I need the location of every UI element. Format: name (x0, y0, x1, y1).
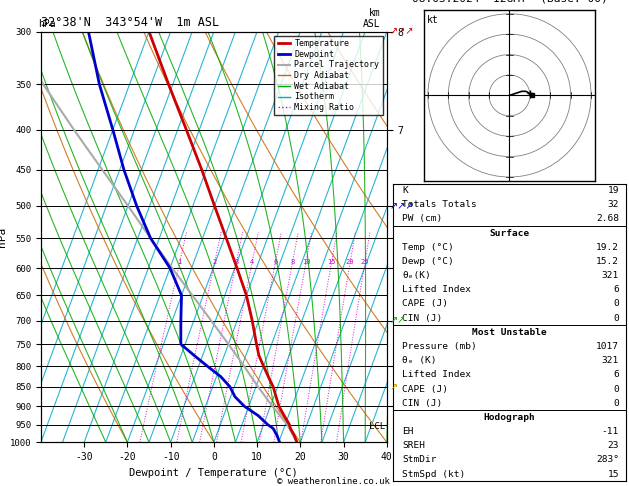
Text: 23: 23 (608, 441, 619, 450)
Text: 283°: 283° (596, 455, 619, 465)
Text: CIN (J): CIN (J) (403, 399, 443, 408)
Text: θₑ(K): θₑ(K) (403, 271, 431, 280)
Text: Lifted Index: Lifted Index (403, 370, 471, 380)
Text: 8: 8 (291, 260, 294, 265)
Text: Totals Totals: Totals Totals (403, 200, 477, 209)
Text: 6: 6 (613, 370, 619, 380)
Text: 1: 1 (177, 260, 182, 265)
Text: 3: 3 (234, 260, 238, 265)
Text: 6: 6 (273, 260, 277, 265)
Text: SREH: SREH (403, 441, 425, 450)
Text: km
ASL: km ASL (363, 8, 381, 29)
Text: ↗↗↗: ↗↗↗ (390, 27, 415, 36)
Text: Dewp (°C): Dewp (°C) (403, 257, 454, 266)
Text: 32°38'N  343°54'W  1m ASL: 32°38'N 343°54'W 1m ASL (41, 16, 219, 29)
Y-axis label: hPa: hPa (0, 227, 7, 247)
Text: Most Unstable: Most Unstable (472, 328, 547, 337)
Text: 25: 25 (360, 260, 369, 265)
Text: © weatheronline.co.uk: © weatheronline.co.uk (277, 477, 390, 486)
Text: EH: EH (403, 427, 414, 436)
Text: 32: 32 (608, 200, 619, 209)
Text: 10: 10 (302, 260, 310, 265)
Text: Lifted Index: Lifted Index (403, 285, 471, 295)
Text: 15: 15 (608, 469, 619, 479)
Text: K: K (403, 186, 408, 195)
Text: 2.68: 2.68 (596, 214, 619, 224)
Text: 4: 4 (250, 260, 254, 265)
Text: ↗↗↗: ↗↗↗ (390, 201, 415, 211)
Text: 321: 321 (601, 271, 619, 280)
Text: Pressure (mb): Pressure (mb) (403, 342, 477, 351)
Text: 19: 19 (608, 186, 619, 195)
Text: Temp (°C): Temp (°C) (403, 243, 454, 252)
Text: StmSpd (kt): StmSpd (kt) (403, 469, 465, 479)
Text: 2: 2 (213, 260, 217, 265)
Text: 20: 20 (346, 260, 354, 265)
Text: PW (cm): PW (cm) (403, 214, 443, 224)
Text: 15.2: 15.2 (596, 257, 619, 266)
Text: kt: kt (427, 15, 439, 25)
Text: 321: 321 (601, 356, 619, 365)
Text: 0: 0 (613, 313, 619, 323)
Text: -11: -11 (601, 427, 619, 436)
Text: hPa: hPa (38, 19, 55, 29)
Text: ↗: ↗ (390, 382, 398, 392)
X-axis label: Dewpoint / Temperature (°C): Dewpoint / Temperature (°C) (130, 468, 298, 478)
Text: 0: 0 (613, 299, 619, 309)
Text: 0: 0 (613, 399, 619, 408)
Text: 15: 15 (327, 260, 336, 265)
Text: 1017: 1017 (596, 342, 619, 351)
Text: CAPE (J): CAPE (J) (403, 299, 448, 309)
Text: Surface: Surface (489, 228, 530, 238)
Text: θₑ (K): θₑ (K) (403, 356, 437, 365)
Text: CAPE (J): CAPE (J) (403, 384, 448, 394)
Text: ↗↗: ↗↗ (390, 315, 406, 326)
Text: 19.2: 19.2 (596, 243, 619, 252)
Text: LCL: LCL (369, 422, 386, 431)
Legend: Temperature, Dewpoint, Parcel Trajectory, Dry Adiabat, Wet Adiabat, Isotherm, Mi: Temperature, Dewpoint, Parcel Trajectory… (274, 36, 382, 115)
Text: 08.05.2024  12GMT  (Base: 00): 08.05.2024 12GMT (Base: 00) (411, 0, 608, 4)
Text: StmDir: StmDir (403, 455, 437, 465)
Text: 6: 6 (613, 285, 619, 295)
Text: CIN (J): CIN (J) (403, 313, 443, 323)
Text: 0: 0 (613, 384, 619, 394)
Text: Hodograph: Hodograph (484, 413, 535, 422)
